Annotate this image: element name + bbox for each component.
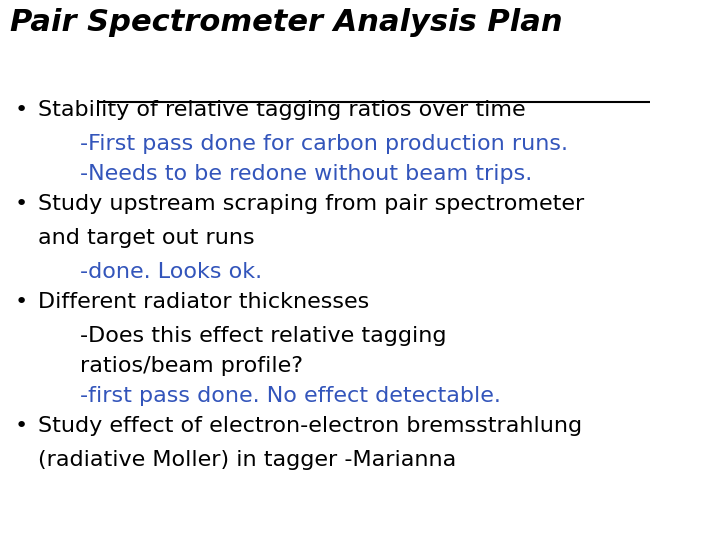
Text: •: • (15, 292, 28, 312)
Text: Stability of relative tagging ratios over time: Stability of relative tagging ratios ove… (38, 100, 526, 120)
Text: Pair Spectrometer Analysis Plan: Pair Spectrometer Analysis Plan (10, 8, 562, 37)
Text: (radiative Moller) in tagger -Marianna: (radiative Moller) in tagger -Marianna (38, 450, 456, 470)
Text: Study effect of electron-electron bremsstrahlung: Study effect of electron-electron bremss… (38, 416, 582, 436)
Text: -done. Looks ok.: -done. Looks ok. (80, 262, 262, 282)
Text: -Needs to be redone without beam trips.: -Needs to be redone without beam trips. (80, 164, 532, 184)
Text: -Does this effect relative tagging: -Does this effect relative tagging (80, 326, 446, 346)
Text: ratios/beam profile?: ratios/beam profile? (80, 356, 303, 376)
Text: •: • (15, 194, 28, 214)
Text: Study upstream scraping from pair spectrometer: Study upstream scraping from pair spectr… (38, 194, 584, 214)
Text: •: • (15, 100, 28, 120)
Text: •: • (15, 416, 28, 436)
Text: and target out runs: and target out runs (38, 228, 255, 248)
Text: -first pass done. No effect detectable.: -first pass done. No effect detectable. (80, 386, 501, 406)
Text: Different radiator thicknesses: Different radiator thicknesses (38, 292, 369, 312)
Text: -First pass done for carbon production runs.: -First pass done for carbon production r… (80, 134, 568, 154)
